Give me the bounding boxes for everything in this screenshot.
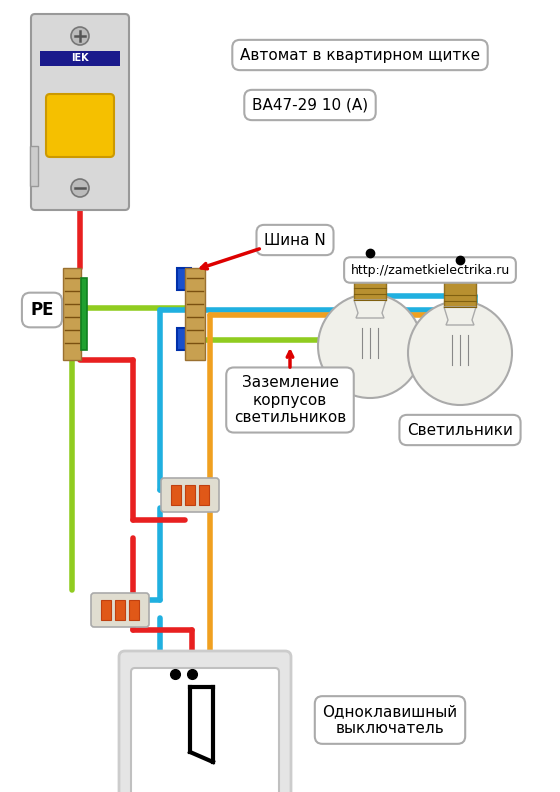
Text: http://zametkielectrika.ru: http://zametkielectrika.ru — [351, 264, 510, 276]
Circle shape — [318, 294, 422, 398]
Bar — [171, 485, 181, 505]
Text: Одноклавишный
выключатель: Одноклавишный выключатель — [323, 704, 458, 737]
Bar — [115, 600, 125, 620]
Bar — [199, 485, 209, 505]
Circle shape — [408, 301, 512, 405]
Bar — [354, 270, 386, 300]
Bar — [185, 268, 205, 360]
Polygon shape — [444, 307, 476, 325]
Bar — [63, 268, 81, 360]
Text: Автомат в квартирном щитке: Автомат в квартирном щитке — [240, 48, 480, 63]
Text: ВА47-29 10 (А): ВА47-29 10 (А) — [252, 97, 368, 112]
FancyBboxPatch shape — [161, 478, 219, 512]
Bar — [177, 268, 191, 290]
Bar — [81, 278, 87, 350]
Polygon shape — [354, 300, 386, 318]
Circle shape — [71, 27, 89, 45]
Text: Светильники: Светильники — [407, 422, 513, 437]
FancyBboxPatch shape — [46, 94, 114, 157]
FancyBboxPatch shape — [31, 14, 129, 210]
Bar — [101, 600, 111, 620]
FancyBboxPatch shape — [119, 651, 291, 792]
Bar — [129, 600, 139, 620]
Bar — [40, 51, 120, 66]
Bar — [177, 328, 191, 350]
Circle shape — [71, 179, 89, 197]
FancyBboxPatch shape — [131, 668, 279, 792]
Text: PE: PE — [30, 301, 54, 319]
Text: IEK: IEK — [71, 53, 89, 63]
Text: Шина N: Шина N — [264, 233, 326, 248]
Bar — [185, 485, 195, 505]
Text: Заземление
корпусов
светильников: Заземление корпусов светильников — [234, 375, 346, 425]
Bar — [30, 146, 38, 186]
Bar — [444, 277, 476, 307]
FancyBboxPatch shape — [91, 593, 149, 627]
